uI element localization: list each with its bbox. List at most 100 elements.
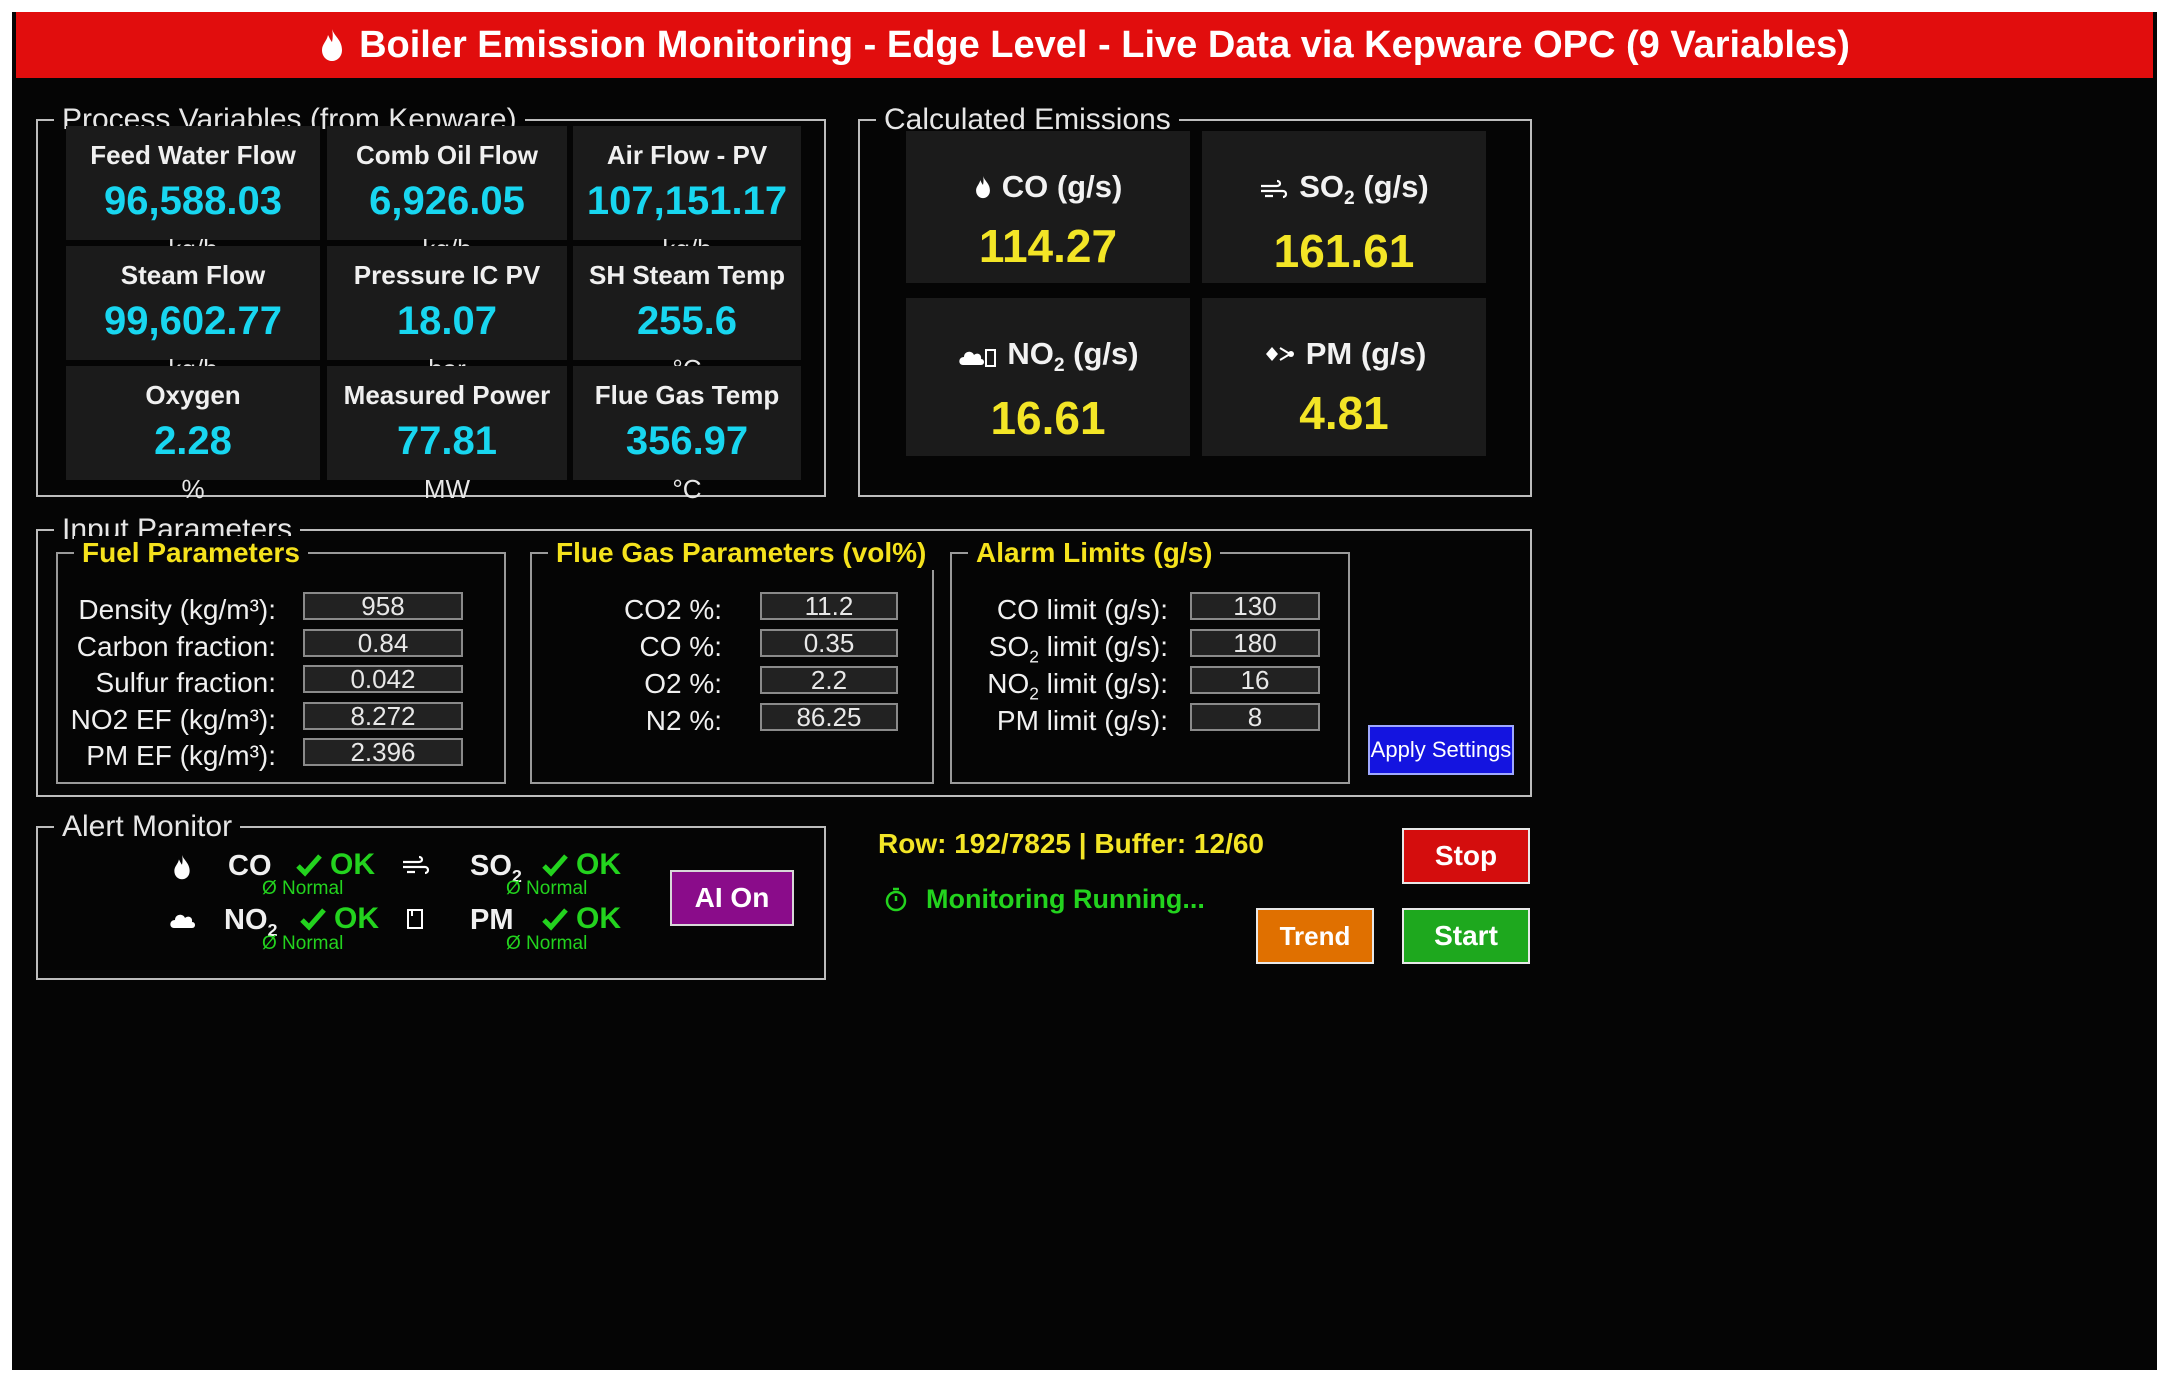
alarm-param-input[interactable] [1190,629,1320,657]
process-variable-card: Oxygen 2.28% [66,366,320,504]
emission-label-so2: SO2 (g/s) [1299,169,1429,210]
process-variable-value: 107,151.17 [586,179,788,223]
process-variable-label: Pressure IC PV [353,260,541,290]
flue-param-input[interactable] [760,666,898,694]
particle-icon [407,909,423,929]
row-buffer-status: Row: 192/7825 | Buffer: 12/60 [878,828,1264,859]
app-window: Boiler Emission Monitoring - Edge Level … [12,12,2157,1370]
ai-toggle-button[interactable]: AI On [670,870,794,926]
alert-monitor-group: Alert Monitor [36,810,826,980]
process-variable-value: 6,926.05 [369,179,525,223]
alert-monitor-legend: Alert Monitor [54,810,241,844]
alert-sub-co: Ø Normal [262,878,344,899]
title-bar: Boiler Emission Monitoring - Edge Level … [16,12,2153,78]
emission-label-pm: PM (g/s) [1305,336,1427,371]
emission-card-co: CO (g/s) 114.27 [906,131,1190,283]
fuel-param-input[interactable] [303,592,463,620]
process-variable-unit: MW [423,474,471,504]
flame-icon [322,29,343,61]
fuel-param-label: Density (kg/m³): [78,594,276,625]
emission-value-so2: 161.61 [1273,225,1415,278]
emission-value-pm: 4.81 [1299,387,1389,439]
stop-button[interactable]: Stop [1402,828,1530,884]
process-variable-value: 356.97 [625,419,749,463]
calculated-emissions-legend: Calculated Emissions [876,103,1179,137]
check-icon [542,854,568,877]
particle-icon [1265,347,1294,361]
flue-param-input[interactable] [760,592,898,620]
alarm-param-label: PM limit (g/s): [996,705,1168,736]
fuel-param-label: NO2 EF (kg/m³): [70,704,276,735]
emission-label-no2: NO2 (g/s) [1007,336,1139,377]
alert-status-co: OK [296,848,375,882]
process-variable-label: SH Steam Temp [588,260,785,290]
wind-icon [403,855,430,875]
alarm-param-label: CO limit (g/s): [996,594,1168,625]
flame-icon [975,175,990,199]
emission-value-co: 114.27 [978,220,1118,272]
apply-settings-button[interactable]: Apply Settings [1368,725,1514,775]
alarm-limits-legend: Alarm Limits (g/s) [968,536,1221,570]
process-variable-label: Comb Oil Flow [356,140,538,170]
alert-name-co: CO [228,850,272,882]
fuel-param-input[interactable] [303,629,463,657]
process-variable-unit: °C [672,474,702,504]
fuel-param-input[interactable] [303,702,463,730]
alarm-param-input[interactable] [1190,703,1320,731]
process-variable-value: 99,602.77 [104,299,282,343]
flue-gas-parameters-group: Flue Gas Parameters (vol%) [530,536,935,784]
process-variable-label: Feed Water Flow [90,140,296,170]
emission-label-co: CO (g/s) [1001,169,1123,204]
process-variable-value: 96,588.03 [104,179,282,223]
check-icon [296,854,322,877]
process-variable-value: 255.6 [636,299,738,343]
emission-card-pm: PM (g/s) 4.81 [1202,298,1486,456]
check-icon [300,908,326,931]
process-variable-label: Air Flow - PV [606,140,768,170]
alert-name-so2: SO2 [470,850,522,886]
fuel-parameters-legend: Fuel Parameters [74,536,308,570]
process-variable-label: Oxygen [145,380,241,410]
alert-sub-no2: Ø Normal [262,933,344,954]
alarm-param-label: SO2 limit (g/s): [988,631,1168,667]
emission-card-no2: NO2 (g/s) 16.61 [906,298,1190,456]
alarm-param-input[interactable] [1190,666,1320,694]
alert-sub-pm: Ø Normal [506,933,588,954]
alert-status-pm: OK [542,902,621,936]
process-variable-value: 77.81 [396,419,498,463]
cloud-icon [170,914,195,928]
process-variable-label: Measured Power [343,380,551,410]
alarm-param-label: NO2 limit (g/s): [987,668,1168,704]
fuel-parameters-group: Fuel Parameters [56,536,506,784]
alarm-param-input[interactable] [1190,592,1320,620]
process-variable-value: 2.28 [154,419,232,463]
emission-card-so2: SO2 (g/s) 161.61 [1202,131,1486,283]
wind-icon [1261,179,1288,198]
alert-sub-so2: Ø Normal [506,878,588,899]
alert-status-no2: OK [300,902,379,936]
flue-param-label: CO2 %: [623,594,722,625]
flue-param-input[interactable] [760,629,898,657]
cloud-icon [959,348,997,367]
process-variable-value: 18.07 [396,299,498,343]
timer-icon [885,887,907,911]
fuel-param-label: Sulfur fraction: [95,667,276,698]
flue-param-label: CO %: [639,631,722,662]
flue-param-input[interactable] [760,703,898,731]
process-variable-card: Measured Power 77.81 MW [327,366,567,504]
process-variable-card: Flue Gas Temp 356.97 °C [573,366,801,504]
flue-gas-parameters-legend: Flue Gas Parameters (vol%) [548,536,935,570]
emission-value-no2: 16.61 [990,392,1106,445]
fuel-param-input[interactable] [303,665,463,693]
start-button[interactable]: Start [1402,908,1530,964]
page-title: Boiler Emission Monitoring - Edge Level … [359,23,1850,66]
fuel-param-input[interactable] [303,738,463,766]
monitoring-status: Monitoring Running... [884,884,1205,915]
trend-button[interactable]: Trend [1256,908,1374,964]
fuel-param-label: PM EF (kg/m³): [86,740,276,771]
